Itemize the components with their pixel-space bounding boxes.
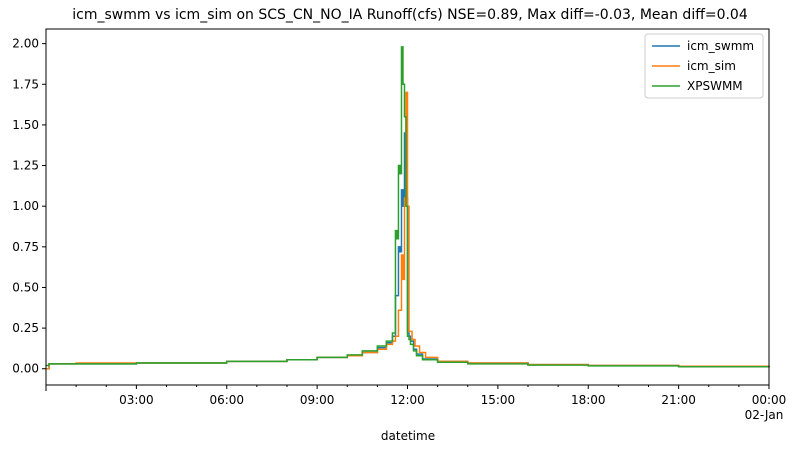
y-tick-label: 1.00 xyxy=(12,199,39,213)
x-tick-label: 09:00 xyxy=(300,393,335,407)
y-tick-label: 2.00 xyxy=(12,37,39,51)
y-tick-label: 1.75 xyxy=(12,77,39,91)
x-tick-label: 21:00 xyxy=(661,393,696,407)
y-tick-label: 1.50 xyxy=(12,118,39,132)
y-tick-label: 0.75 xyxy=(12,240,39,254)
chart-title: icm_swmm vs icm_sim on SCS_CN_NO_IA Runo… xyxy=(72,7,748,23)
legend: icm_swmm icm_sim XPSWMM xyxy=(644,33,764,99)
x-tick-label: 03:00 xyxy=(119,393,154,407)
x-axis-label: datetime xyxy=(381,429,435,443)
y-tick-label: 1.25 xyxy=(12,159,39,173)
legend-box xyxy=(644,33,764,99)
x-tick-label: 06:00 xyxy=(209,393,244,407)
legend-label: icm_sim xyxy=(687,59,736,73)
legend-label: XPSWMM xyxy=(687,79,743,93)
legend-label: icm_swmm xyxy=(687,39,754,53)
plot-area xyxy=(46,46,770,370)
y-tick-label: 0.25 xyxy=(12,321,39,335)
y-tick-label: 0.00 xyxy=(12,362,39,376)
x-tick-sublabel: 02-Jan xyxy=(745,408,784,422)
y-tick-label: 0.50 xyxy=(12,280,39,294)
x-tick-label: 15:00 xyxy=(481,393,516,407)
x-axis: 03:00 06:00 09:00 12:00 15:00 18:00 21:00 00:00… xyxy=(45,385,787,422)
x-tick-label: 00:00 xyxy=(752,393,787,407)
y-axis: 0.00 0.25 0.50 0.75 1.00 1.25 1.50 1.75 2.00 xyxy=(12,37,46,376)
series-line-xpswmm xyxy=(46,46,770,368)
x-tick-label: 18:00 xyxy=(571,393,606,407)
x-tick-label: 12:00 xyxy=(390,393,425,407)
